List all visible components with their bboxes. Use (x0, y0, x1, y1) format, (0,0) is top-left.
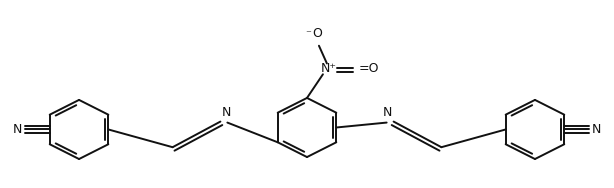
Text: N⁺: N⁺ (321, 62, 337, 75)
Text: N: N (222, 106, 231, 119)
Text: O: O (312, 27, 322, 40)
Text: ⁻: ⁻ (305, 29, 311, 39)
Text: N: N (12, 123, 22, 136)
Text: N: N (592, 123, 602, 136)
Text: N: N (383, 106, 392, 119)
Text: =O: =O (359, 62, 379, 75)
